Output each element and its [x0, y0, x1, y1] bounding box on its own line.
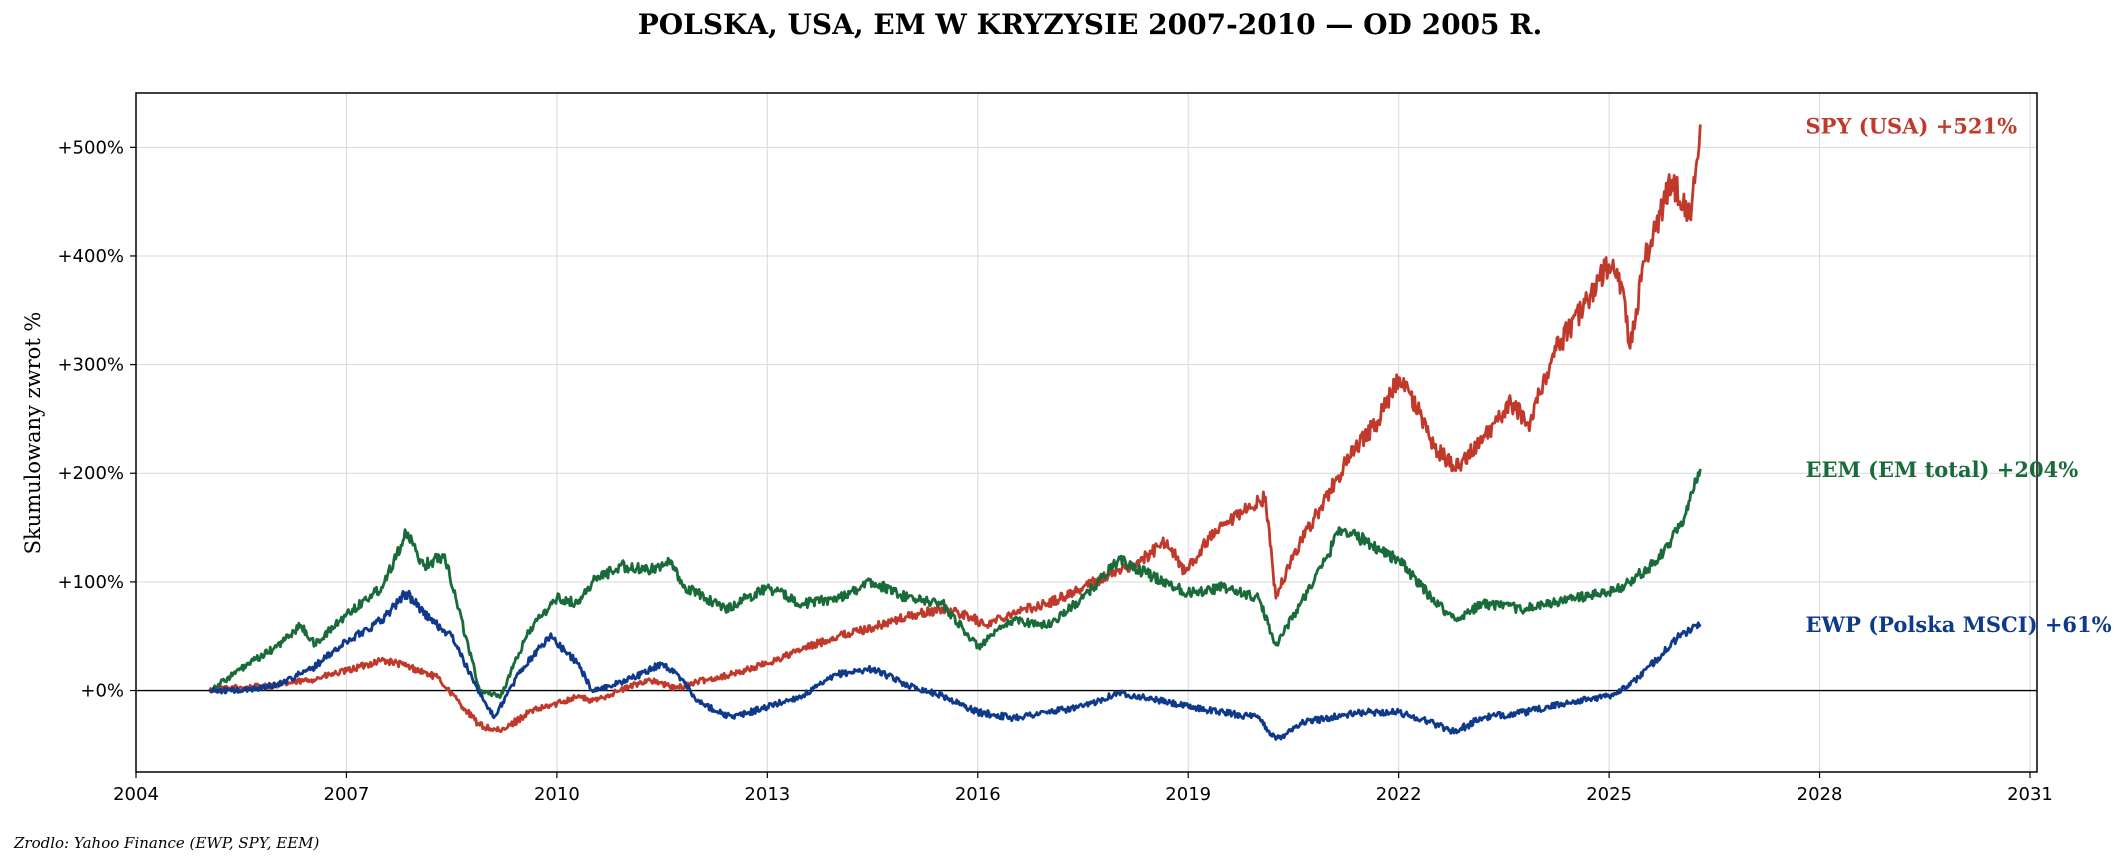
chart-title: POLSKA, USA, EM W KRYZYSIE 2007-2010 — O… — [638, 8, 1543, 41]
x-tick-label: 2013 — [744, 784, 790, 805]
series-end-label: EWP (Polska MSCI) +61% — [1806, 612, 2112, 637]
x-tick-label: 2031 — [2007, 784, 2053, 805]
y-tick-label: +400% — [57, 246, 124, 267]
x-tick-label: 2004 — [113, 784, 159, 805]
series-end-label: SPY (USA) +521% — [1806, 114, 2018, 139]
series-line — [208, 468, 1702, 699]
series-lines — [208, 124, 1702, 741]
x-axis-ticks: 2004 2007 2010 2013 2016 2019 2022 2025 2028 2031 — [113, 772, 2053, 805]
source-note: Zrodlo: Yahoo Finance (EWP, SPY, EEM) — [13, 834, 320, 852]
x-tick-label: 2016 — [955, 784, 1001, 805]
y-axis-ticks: +0% +100% +200% +300% +400% +500% — [57, 137, 136, 702]
y-tick-label: +100% — [57, 572, 124, 593]
x-tick-label: 2007 — [324, 784, 370, 805]
x-tick-label: 2028 — [1797, 784, 1843, 805]
x-tick-label: 2019 — [1165, 784, 1211, 805]
y-tick-label: +200% — [57, 463, 124, 484]
y-tick-label: +500% — [57, 137, 124, 158]
series-end-label: EEM (EM total) +204% — [1806, 457, 2079, 482]
series-line — [209, 589, 1702, 741]
y-tick-label: +0% — [80, 681, 124, 702]
y-axis-label: Skumulowany zwrot % — [21, 312, 45, 555]
x-tick-label: 2010 — [534, 784, 580, 805]
x-tick-label: 2025 — [1586, 784, 1632, 805]
x-tick-label: 2022 — [1376, 784, 1422, 805]
series-labels: SPY (USA) +521% EEM (EM total) +204% EWP (… — [1806, 114, 2112, 638]
series-line — [208, 124, 1702, 734]
plot-frame — [135, 92, 2038, 773]
y-tick-label: +300% — [57, 355, 124, 376]
